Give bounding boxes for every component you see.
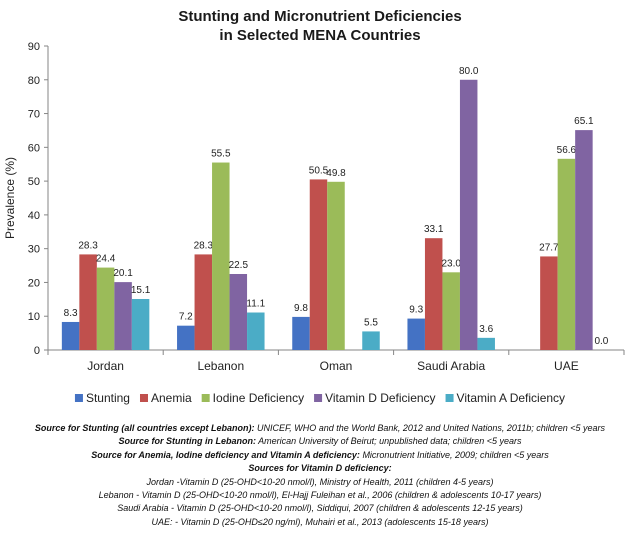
bar-chart: Stunting and Micronutrient Deficiencies … (3, 8, 625, 405)
legend-label: Anemia (151, 391, 192, 405)
data-label: 3.6 (479, 324, 493, 335)
data-label: 8.3 (64, 308, 78, 319)
y-tick-label: 10 (28, 311, 40, 323)
data-label: 24.4 (96, 254, 116, 265)
bar (407, 318, 425, 350)
legend-label: Vitamin D Deficiency (325, 391, 435, 405)
bar (292, 316, 310, 350)
bar (327, 181, 345, 350)
note-lebanon-text: American University of Beirut; unpublish… (255, 436, 522, 447)
legend-label: Vitamin A Deficiency (457, 391, 566, 405)
y-tick-label: 30 (28, 244, 40, 256)
note-lebanon: Source for Stunting in Lebanon: American… (0, 435, 640, 448)
data-label: 65.1 (574, 116, 594, 127)
note-lebanon-label: Source for Stunting in Lebanon: (118, 436, 256, 447)
data-label: 33.1 (424, 224, 444, 235)
bar (229, 274, 248, 350)
note-vitd-lebanon: Lebanon - Vitamin D (25-OHD<10-20 nmol/l… (98, 490, 542, 501)
x-category-label: Saudi Arabia (417, 359, 485, 373)
legend-label: Iodine Deficiency (213, 391, 304, 405)
data-label: 56.6 (557, 145, 577, 156)
data-label: 49.8 (326, 168, 346, 179)
bar (477, 337, 495, 350)
y-axis-title: Prevalence (%) (3, 157, 17, 239)
bar (247, 312, 265, 350)
note-micro-text: Micronutrient Initiative, 2009; children… (359, 449, 549, 460)
x-category-label: Oman (320, 359, 353, 373)
chart-title-line-2: in Selected MENA Countries (219, 27, 420, 44)
bar (540, 256, 558, 350)
note-stunting-text: UNICEF, WHO and the World Bank, 2012 and… (254, 423, 606, 433)
bar (194, 254, 213, 350)
bar (131, 298, 150, 350)
legend-swatch (445, 394, 454, 402)
source-notes: Source for Stunting (all countries excep… (0, 422, 640, 529)
bar (362, 331, 380, 350)
data-label: 11.1 (246, 299, 265, 310)
legend-swatch (201, 394, 210, 402)
bar (442, 272, 460, 350)
note-stunting: Source for Stunting (all countries excep… (0, 422, 640, 435)
data-label: 0.0 (594, 336, 608, 347)
y-tick-label: 80 (28, 75, 40, 87)
bar (459, 79, 478, 351)
bar (424, 238, 443, 350)
legend-swatch (74, 394, 83, 402)
note-micro-label: Source for Anemia, Iodine deficiency and… (91, 449, 360, 460)
legend: Stunting Anemia Iodine Deficiency Vitamin D… (74, 391, 566, 405)
y-tick-label: 60 (28, 142, 40, 154)
note-vitd-jordan: Jordan -Vitamin D (25-OHD<10-20 nmol/l),… (146, 476, 494, 487)
y-tick-label: 20 (28, 277, 40, 289)
data-label: 28.3 (194, 240, 214, 251)
bar (177, 325, 195, 350)
legend-label: Stunting (86, 391, 130, 405)
bar (309, 179, 328, 350)
y-tick-label: 50 (28, 176, 40, 188)
bar (114, 282, 132, 350)
y-tick-label: 0 (34, 345, 40, 357)
bar (79, 254, 97, 350)
data-label: 9.3 (409, 305, 423, 316)
y-tick-label: 40 (28, 210, 40, 222)
chart-title-line-1: Stunting and Micronutrient Deficiencies (178, 8, 461, 25)
note-micronutrients: Source for Anemia, Iodine deficiency and… (0, 449, 640, 462)
y-tick-label: 90 (28, 41, 40, 53)
data-label: 55.5 (211, 149, 231, 160)
data-label: 27.7 (539, 242, 559, 253)
note-vitd-uae: UAE: - Vitamin D (25-OHD≤20 ng/ml), Muha… (151, 516, 489, 527)
note-stunting-label: Source for Stunting (all countries excep… (34, 423, 255, 433)
x-category-label: Lebanon (197, 359, 244, 373)
data-label: 22.5 (229, 260, 249, 271)
data-label: 23.0 (441, 258, 461, 269)
data-label: 7.2 (179, 312, 193, 323)
data-label: 28.3 (78, 240, 98, 251)
x-category-label: UAE (554, 359, 579, 373)
note-vitd-saudi: Saudi Arabia - Vitamin D (25-OHD<10-20 n… (117, 503, 523, 514)
plot-area: 0 10 20 30 40 50 60 70 80 90 Jordan 8.3 28.3 24.4 20.1… (28, 41, 625, 373)
data-label: 20.1 (113, 268, 133, 279)
bar (96, 267, 115, 350)
data-label: 5.5 (364, 317, 378, 328)
note-vitd-heading: Sources for Vitamin D deficiency: (248, 463, 392, 474)
x-category-label: Jordan (87, 359, 124, 373)
data-label: 50.5 (309, 165, 329, 176)
y-tick-label: 70 (28, 109, 40, 121)
bar (575, 130, 593, 350)
legend-swatch (139, 394, 148, 402)
data-label: 15.1 (131, 285, 151, 296)
bar (61, 321, 80, 350)
bar (557, 158, 576, 350)
legend-swatch (314, 394, 323, 402)
data-label: 80.0 (459, 66, 479, 77)
data-label: 9.8 (294, 303, 308, 314)
bar (212, 162, 230, 350)
